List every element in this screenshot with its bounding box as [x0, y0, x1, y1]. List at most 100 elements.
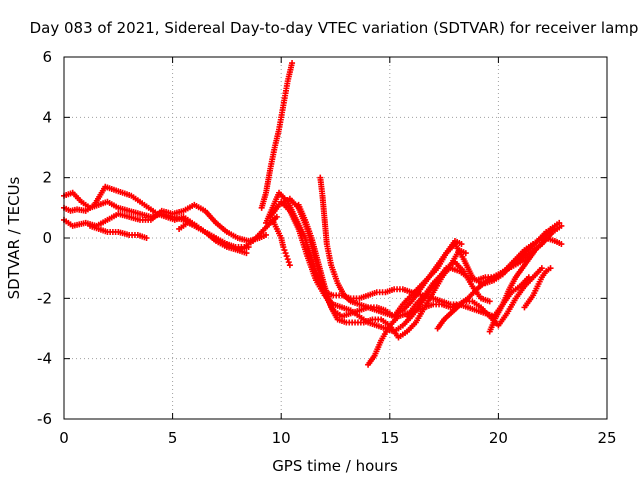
data-marker [433, 264, 440, 271]
data-marker [80, 207, 87, 214]
y-tick-label: -4 [37, 350, 52, 368]
data-marker [415, 288, 422, 295]
data-marker [143, 203, 150, 210]
data-marker [541, 230, 548, 237]
x-tick-label: 20 [489, 429, 508, 447]
data-marker [191, 222, 198, 229]
data-marker [424, 276, 431, 283]
data-marker [498, 303, 505, 310]
data-marker [532, 239, 539, 246]
chart-title: Day 083 of 2021, Sidereal Day-to-day VTE… [30, 19, 639, 37]
x-tick-label: 0 [59, 429, 69, 447]
data-marker [321, 281, 328, 288]
data-marker [537, 242, 544, 249]
data-marker [134, 210, 141, 217]
data-marker [506, 263, 513, 270]
data-marker [93, 225, 100, 232]
data-marker [362, 303, 369, 310]
data-marker [357, 319, 364, 326]
series-18 [482, 225, 558, 287]
data-marker [362, 293, 369, 300]
data-marker [549, 226, 556, 233]
data-marker [283, 253, 290, 260]
data-marker [178, 208, 185, 215]
data-marker [452, 305, 459, 312]
data-point [284, 256, 291, 263]
data-marker [505, 288, 512, 295]
data-marker [437, 273, 444, 280]
data-marker [102, 218, 109, 225]
data-marker [312, 275, 319, 282]
data-marker [380, 309, 387, 316]
data-marker [327, 302, 334, 309]
data-marker [393, 315, 400, 322]
y-tick-label: 2 [42, 169, 52, 187]
data-marker [475, 302, 482, 309]
data-marker [556, 240, 563, 247]
data-marker [460, 249, 467, 256]
data-marker [281, 247, 288, 254]
data-marker [314, 256, 321, 263]
data-marker [471, 306, 478, 313]
data-marker [411, 303, 418, 310]
data-marker [178, 216, 185, 223]
data-marker [200, 227, 207, 234]
data-marker [533, 285, 540, 292]
data-marker [286, 71, 293, 78]
axis-ticks: 0 5 10 15 20 25 -6 -4 -2 0 2 4 6 [37, 48, 617, 447]
data-marker [488, 277, 495, 284]
data-marker [211, 236, 218, 243]
series-6 [258, 60, 296, 211]
data-marker [254, 235, 261, 242]
data-marker [354, 300, 361, 307]
data-marker [459, 253, 466, 260]
data-marker [439, 318, 446, 325]
data-marker [484, 311, 491, 318]
data-marker [528, 276, 535, 283]
data-marker [455, 249, 462, 256]
data-marker [67, 221, 74, 228]
data-marker [288, 62, 295, 69]
y-tick-label: 6 [42, 48, 52, 66]
data-marker [468, 281, 475, 288]
data-marker [113, 203, 120, 210]
data-marker [545, 266, 552, 273]
data-marker [554, 221, 561, 228]
data-marker [402, 330, 409, 337]
data-point [282, 250, 289, 257]
data-marker [131, 231, 138, 238]
data-marker [428, 291, 435, 298]
data-marker [271, 146, 278, 153]
data-marker [340, 290, 347, 297]
data-marker [260, 232, 267, 239]
data-marker [454, 267, 461, 274]
data-marker [221, 242, 228, 249]
y-tick-label: 0 [42, 229, 52, 247]
x-axis-label: GPS time / hours [272, 457, 398, 475]
data-series [61, 60, 565, 368]
data-marker [436, 301, 443, 308]
series-17 [521, 265, 554, 311]
data-point [286, 262, 293, 269]
data-marker [367, 317, 374, 324]
series-16 [486, 247, 539, 335]
data-marker [411, 321, 418, 328]
data-marker [484, 297, 491, 304]
data-marker [371, 306, 378, 313]
series-7 [269, 216, 293, 269]
data-marker [272, 223, 279, 230]
data-marker [388, 287, 395, 294]
data-marker [514, 257, 521, 264]
data-marker [450, 240, 457, 247]
data-marker [117, 188, 124, 195]
data-marker [371, 321, 378, 328]
data-marker [279, 104, 286, 111]
data-marker [274, 203, 281, 210]
data-marker [396, 286, 403, 293]
data-marker [333, 277, 340, 284]
data-marker [294, 223, 301, 230]
data-marker [385, 324, 392, 331]
data-marker [462, 303, 469, 310]
y-tick-label: -6 [37, 410, 52, 428]
data-marker [134, 197, 141, 204]
